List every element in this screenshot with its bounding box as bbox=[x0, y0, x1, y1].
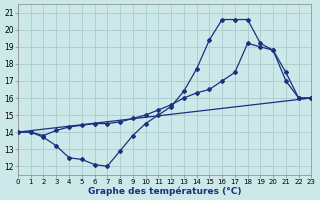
X-axis label: Graphe des températures (°C): Graphe des températures (°C) bbox=[88, 186, 241, 196]
